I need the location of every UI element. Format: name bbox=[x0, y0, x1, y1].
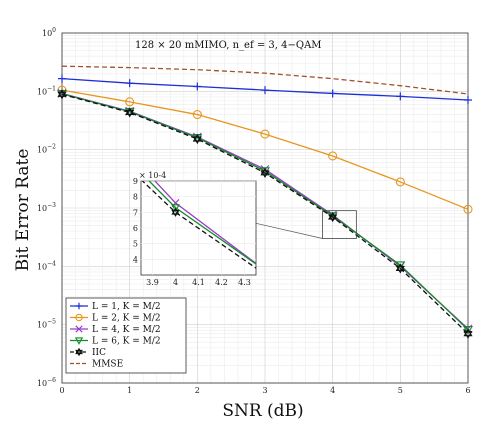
data-point bbox=[75, 302, 83, 310]
data-point bbox=[125, 97, 135, 107]
data-point bbox=[74, 337, 84, 345]
data-point bbox=[260, 167, 270, 178]
legend-entry: MMSE bbox=[70, 360, 123, 370]
legend-entry: L = 4, K = M/2 bbox=[70, 325, 161, 335]
annotation-text: 128 × 20 mMIMO, n_ef = 3, 4−QAM bbox=[135, 40, 322, 51]
legend-label: L = 6, K = M/2 bbox=[92, 337, 161, 347]
y-tick-label: 10−5 bbox=[37, 319, 56, 330]
zoom-connector bbox=[255, 222, 323, 239]
inset-zoom: 3.9 4 4.1 4.2 4.3 4 5 6 7 8 9× 10-4 bbox=[133, 171, 357, 287]
y-tick-label: 10−2 bbox=[37, 144, 56, 155]
y-tick-label: 10−3 bbox=[37, 202, 56, 213]
legend: L = 1, K = M/2 L = 2, K = M/2L = 4, K = M… bbox=[65, 297, 187, 374]
series-l-2-k-m-2 bbox=[57, 85, 473, 214]
inset-y-tick-label: 8 bbox=[133, 193, 138, 202]
series-line bbox=[61, 89, 469, 210]
legend-label: L = 2, K = M/2 bbox=[92, 314, 161, 324]
data-point bbox=[463, 325, 473, 335]
x-tick-label: 1 bbox=[127, 386, 132, 395]
legend-entry: L = 6, K = M/2 bbox=[70, 337, 161, 347]
x-tick-label: 2 bbox=[195, 386, 200, 395]
inset-series-group bbox=[141, 181, 256, 269]
y-tick-label: 10−4 bbox=[37, 260, 56, 271]
data-point bbox=[396, 92, 405, 101]
data-point bbox=[395, 177, 405, 187]
data-point bbox=[75, 313, 83, 322]
x-tick-label: 4 bbox=[330, 386, 335, 395]
legend-entry: L = 1, K = M/2 bbox=[70, 302, 161, 312]
data-point bbox=[193, 82, 202, 91]
inset-y-tick-label: 6 bbox=[133, 224, 138, 233]
data-point bbox=[171, 204, 180, 213]
legend-entry: L = 2, K = M/2 bbox=[70, 314, 161, 324]
inset-x-tick-label: 4.3 bbox=[238, 278, 251, 287]
x-tick-label: 5 bbox=[398, 386, 403, 395]
inset-y-tick-label: 9 bbox=[133, 177, 138, 186]
data-point bbox=[125, 107, 135, 118]
y-tick-label: 10−1 bbox=[37, 85, 56, 96]
axis-ticks: 0 1 2 3 4 5 6 100 10−1 10−2 10−3 10−4 10−5 10−6 bbox=[37, 27, 471, 395]
inset-y-tick-label: 4 bbox=[133, 255, 138, 264]
data-point bbox=[75, 347, 83, 357]
legend-label: MMSE bbox=[92, 360, 123, 370]
inset-x-tick-label: 4.1 bbox=[192, 278, 205, 287]
data-point bbox=[464, 96, 472, 105]
data-point bbox=[58, 74, 66, 83]
inset-series-line bbox=[141, 181, 256, 269]
legend-label: L = 1, K = M/2 bbox=[92, 302, 161, 312]
legend-box bbox=[65, 297, 187, 374]
series-group bbox=[57, 65, 473, 339]
series-l-1-k-m-2 bbox=[58, 74, 472, 105]
x-axis-title: SNR (dB) bbox=[222, 401, 303, 421]
data-point bbox=[463, 204, 473, 214]
y-axis-title: Bit Error Rate bbox=[13, 149, 33, 272]
inset-x-tick-label: 4.2 bbox=[215, 278, 228, 287]
data-point bbox=[75, 325, 83, 333]
inset-multiplier: × 10-4 bbox=[139, 171, 166, 180]
data-point bbox=[192, 109, 202, 120]
plot-area bbox=[61, 32, 469, 384]
legend-label: IIC bbox=[92, 348, 106, 358]
data-point bbox=[260, 129, 270, 139]
legend-label: L = 4, K = M/2 bbox=[92, 325, 161, 335]
data-point bbox=[125, 79, 134, 88]
series-line bbox=[61, 93, 469, 335]
x-tick-label: 3 bbox=[262, 386, 267, 395]
data-point bbox=[395, 263, 405, 274]
data-point bbox=[328, 89, 337, 98]
series-mmse bbox=[61, 65, 469, 95]
data-point bbox=[261, 86, 269, 95]
data-point bbox=[57, 89, 67, 100]
data-point bbox=[171, 207, 180, 217]
data-point bbox=[463, 328, 473, 339]
data-point bbox=[192, 133, 202, 145]
series-line bbox=[61, 65, 469, 95]
data-point bbox=[328, 211, 338, 223]
inset-series-line bbox=[148, 181, 256, 265]
zoom-box bbox=[322, 210, 357, 239]
x-tick-label: 0 bbox=[59, 386, 64, 395]
inset-x-tick-label: 4 bbox=[173, 278, 178, 287]
inset-y-tick-label: 5 bbox=[133, 240, 138, 249]
y-tick-label: 100 bbox=[42, 27, 56, 38]
inset-y-tick-label: 7 bbox=[133, 208, 138, 217]
legend-entry: IIC bbox=[70, 347, 106, 358]
x-tick-label: 6 bbox=[465, 386, 470, 395]
data-point bbox=[328, 151, 338, 161]
y-tick-label: 10−6 bbox=[37, 377, 56, 388]
series-iic bbox=[57, 89, 473, 339]
data-point bbox=[395, 261, 406, 271]
inset-x-tick-label: 3.9 bbox=[146, 278, 159, 287]
